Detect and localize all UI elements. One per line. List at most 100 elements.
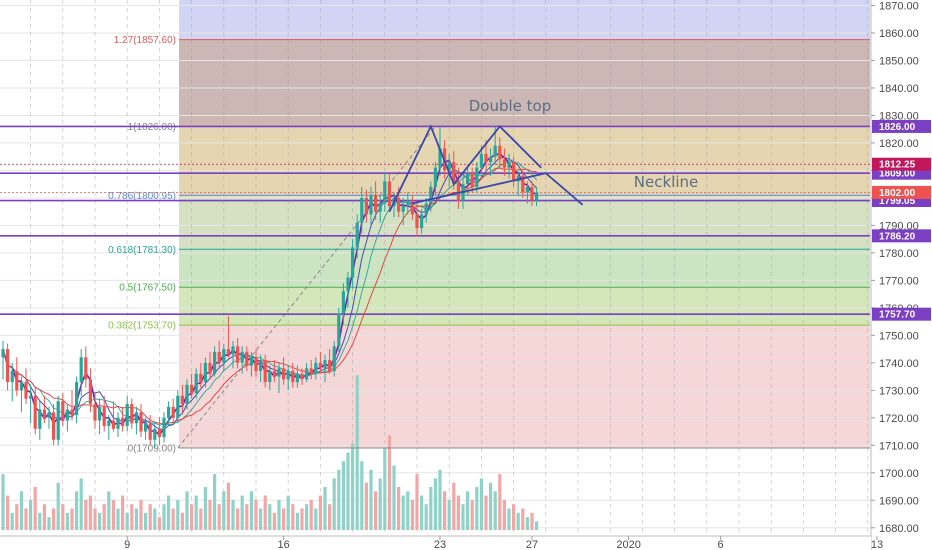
candle-body: [254, 357, 258, 372]
volume-bar: [323, 487, 327, 530]
candle-body: [277, 368, 281, 377]
candle-body: [355, 222, 359, 248]
candle-body: [29, 395, 33, 399]
volume-bar: [332, 478, 336, 530]
volume-bar: [268, 504, 272, 530]
price-badge-label: 1826.00: [879, 122, 916, 133]
price-badge[interactable]: [872, 157, 931, 171]
price-badge[interactable]: [872, 307, 931, 321]
volume-bar: [351, 444, 355, 530]
double-top-pattern[interactable]: [388, 124, 542, 213]
neckline-label: Neckline: [634, 173, 698, 191]
candle-body: [360, 197, 364, 223]
price-badge-label: 1802.00: [879, 188, 916, 199]
volume-bar: [102, 504, 106, 530]
candle-body: [420, 214, 424, 229]
volume-bar: [10, 512, 14, 530]
candle-body: [15, 371, 19, 391]
volume-bar: [125, 512, 129, 530]
candle-body: [525, 186, 529, 193]
volume-bar: [194, 495, 198, 530]
fib-label: 0.618(1781.30): [108, 245, 176, 256]
candle-body: [56, 401, 60, 440]
volume-bar: [507, 508, 511, 530]
volume-bar: [438, 469, 442, 530]
volume-bar: [167, 495, 171, 530]
candle-body: [75, 382, 79, 416]
volume-bar: [29, 499, 33, 530]
volume-bar: [277, 499, 281, 530]
volume-bar: [65, 512, 69, 530]
volume-bar: [116, 508, 120, 530]
candle-body: [456, 181, 460, 201]
candle-body: [318, 362, 322, 369]
price-badge[interactable]: [872, 229, 931, 243]
fib-label: 0.5(1767.50): [119, 283, 176, 294]
pattern-drawings[interactable]: [388, 124, 584, 213]
volume-bar: [383, 448, 387, 530]
volume-bar: [259, 508, 263, 530]
volume-bar: [410, 499, 414, 530]
volume-bar: [309, 499, 313, 530]
candle-body: [52, 412, 56, 440]
price-badge[interactable]: [872, 119, 931, 133]
candle-body: [502, 159, 506, 168]
volume-bar: [24, 508, 28, 530]
volume-bar: [420, 495, 424, 530]
volume-bar: [121, 495, 125, 530]
candle-body: [332, 346, 336, 372]
grid-lines: [0, 0, 901, 536]
candle-body: [438, 148, 442, 168]
volume-bar: [466, 491, 470, 530]
volume-bar: [263, 495, 267, 530]
volume-bar: [401, 495, 405, 530]
candle-body: [208, 362, 212, 374]
volume-bar: [236, 508, 240, 530]
candle-body: [130, 404, 134, 424]
price-tick-label: 1710.00: [879, 440, 919, 452]
price-tick-label: 1820.00: [879, 138, 919, 150]
time-tick-label: 27: [526, 539, 538, 550]
price-axis[interactable]: 1680.00 1690.00 1700.00 1710.00 1720.00 1730.…: [870, 0, 932, 550]
candle-body: [148, 423, 152, 440]
volume-bar: [456, 495, 460, 530]
candle-body: [134, 412, 138, 424]
volume-bar: [286, 495, 290, 530]
price-tick-label: 1780.00: [879, 248, 919, 260]
candle-body: [328, 360, 332, 372]
volume-bar: [406, 491, 410, 530]
volume-bar: [360, 461, 364, 530]
volume-bar: [231, 499, 235, 530]
price-badge[interactable]: [872, 185, 931, 199]
volume-bar: [429, 487, 433, 530]
candle-body: [194, 373, 198, 394]
candle-body: [70, 409, 74, 416]
volume-bar: [245, 504, 249, 530]
volume-bar: [433, 478, 437, 530]
volume-bar: [19, 491, 23, 530]
candle-body: [410, 200, 414, 215]
price-tick-label: 1830.00: [879, 110, 919, 122]
volume-bar: [328, 504, 332, 530]
time-tick-label: 23: [434, 539, 446, 550]
fib-label: 0.382(1753.70): [108, 321, 176, 332]
volume-bar: [42, 504, 46, 530]
candle-body: [42, 409, 46, 418]
volume-bar: [447, 499, 451, 530]
neckline-pattern[interactable]: [412, 172, 584, 206]
time-axis[interactable]: 9 16 23 27 2020 6 13: [0, 535, 883, 550]
candle-body: [406, 200, 410, 207]
fib-label: 0.786(1800.95): [108, 191, 176, 202]
candle-body: [452, 162, 456, 182]
volume-bar: [134, 508, 138, 530]
volume-bar: [185, 491, 189, 530]
volume-bar: [521, 508, 525, 530]
candle-body: [415, 214, 419, 229]
candle-body: [38, 409, 42, 429]
candle-body: [341, 291, 345, 314]
volume-bar: [107, 491, 111, 530]
fib-zone: [179, 126, 870, 196]
volume-bar: [374, 491, 378, 530]
candle-body: [236, 346, 240, 363]
